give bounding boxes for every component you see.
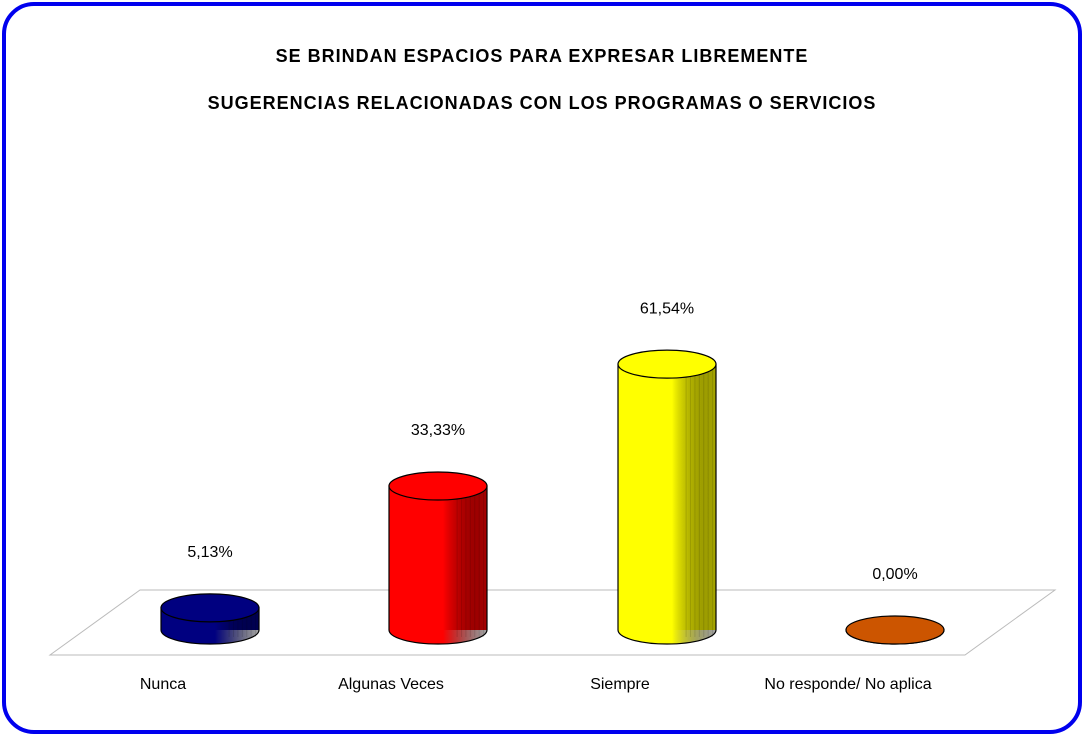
cylinder-top	[617, 349, 717, 379]
cylinder-top	[388, 471, 488, 501]
x-tick-label: Algunas Veces	[338, 676, 444, 693]
cylinder	[388, 471, 488, 645]
cylinder-top	[845, 615, 945, 645]
x-tick-label: Nunca	[140, 676, 186, 693]
value-label: 61,54%	[640, 300, 694, 317]
value-label: 5,13%	[187, 544, 232, 561]
cylinder	[160, 593, 260, 645]
chart-title: SE BRINDAN ESPACIOS PARA EXPRESAR LIBREM…	[276, 46, 809, 66]
cylinder-body	[388, 485, 488, 645]
cylinder-top	[160, 593, 260, 623]
cylinder-body	[617, 363, 717, 645]
cylinder	[617, 349, 717, 645]
chart-title: SUGERENCIAS RELACIONADAS CON LOS PROGRAM…	[208, 93, 877, 113]
cylinder	[845, 615, 945, 645]
floor	[48, 589, 1057, 656]
value-label: 0,00%	[872, 566, 917, 583]
value-label: 33,33%	[411, 422, 465, 439]
x-tick-label: No responde/ No aplica	[764, 676, 931, 693]
x-tick-label: Siempre	[590, 676, 650, 693]
